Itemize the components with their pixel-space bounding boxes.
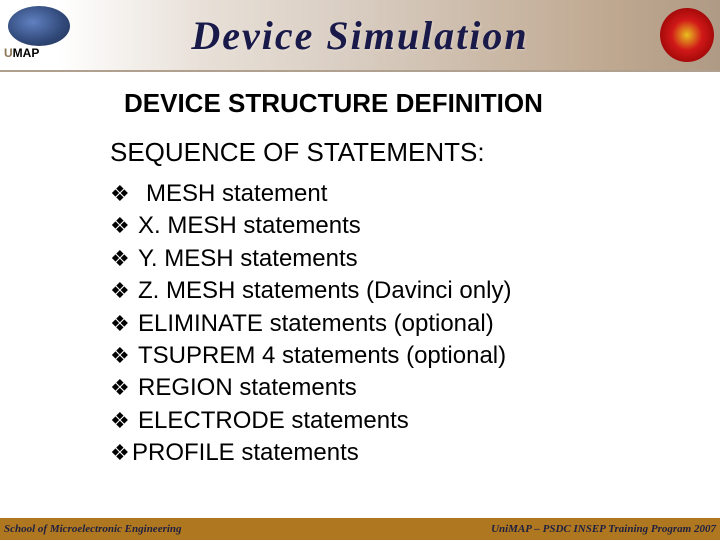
list-item: ❖REGION statements	[110, 372, 700, 404]
bullet-icon: ❖	[110, 244, 138, 274]
logo-text-u: U	[4, 46, 13, 60]
footer-left-text: School of Microelectronic Engineering	[4, 523, 182, 535]
logo-right-icon	[660, 8, 714, 62]
logo-left-text: UMAP	[4, 46, 39, 60]
page-subtitle: SEQUENCE OF STATEMENTS:	[110, 137, 700, 168]
list-item: ❖X. MESH statements	[110, 210, 700, 242]
list-item-text: ELECTRODE statements	[138, 405, 409, 437]
bullet-icon: ❖	[110, 406, 138, 436]
list-item: ❖Y. MESH statements	[110, 243, 700, 275]
footer-bar: School of Microelectronic Engineering Un…	[0, 518, 720, 540]
list-item-text: TSUPREM 4 statements (optional)	[138, 340, 506, 372]
list-item: ❖ELIMINATE statements (optional)	[110, 308, 700, 340]
bullet-icon: ❖	[110, 276, 138, 306]
page-title: DEVICE STRUCTURE DEFINITION	[124, 88, 700, 119]
header-bar: UMAP Device Simulation	[0, 0, 720, 72]
list-item: ❖TSUPREM 4 statements (optional)	[110, 340, 700, 372]
list-item-text: ELIMINATE statements (optional)	[138, 308, 494, 340]
header-title: Device Simulation	[191, 12, 528, 59]
list-item-text: REGION statements	[138, 372, 357, 404]
list-item: ❖ELECTRODE statements	[110, 405, 700, 437]
logo-left-icon	[8, 6, 70, 46]
list-item: ❖ MESH statement	[110, 178, 700, 210]
logo-text-map: MAP	[13, 46, 40, 60]
list-item: ❖Z. MESH statements (Davinci only)	[110, 275, 700, 307]
bullet-icon: ❖	[110, 373, 138, 403]
bullet-icon: ❖	[110, 179, 138, 209]
footer-right-text: UniMAP – PSDC INSEP Training Program 200…	[491, 523, 716, 535]
list-item-text: Z. MESH statements (Davinci only)	[138, 275, 511, 307]
statements-list: ❖MESH statement ❖X. MESH statements ❖Y. …	[110, 178, 700, 470]
list-item: ❖PROFILE statements	[110, 437, 700, 469]
list-item-text: PROFILE statements	[132, 437, 359, 469]
content-area: DEVICE STRUCTURE DEFINITION SEQUENCE OF …	[0, 72, 720, 470]
bullet-icon: ❖	[110, 211, 138, 241]
list-item-text: MESH statement	[146, 178, 327, 210]
bullet-icon: ❖	[110, 309, 138, 339]
bullet-icon: ❖	[110, 341, 138, 371]
list-item-text: X. MESH statements	[138, 210, 361, 242]
list-item-text: Y. MESH statements	[138, 243, 358, 275]
